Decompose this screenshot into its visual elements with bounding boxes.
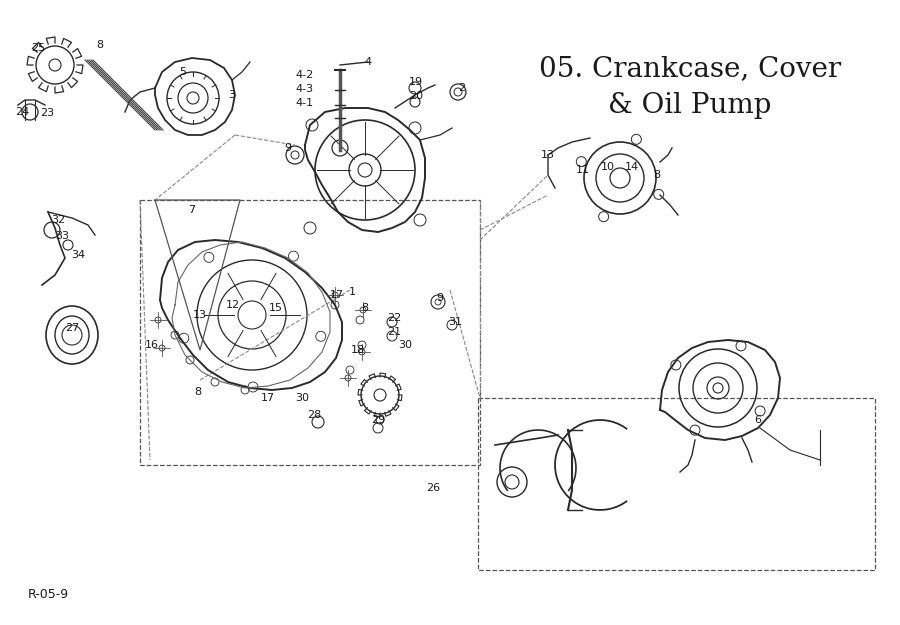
- Text: 25: 25: [31, 43, 45, 53]
- Text: 16: 16: [145, 340, 159, 350]
- Text: 8: 8: [194, 387, 202, 397]
- Text: 22: 22: [387, 313, 401, 323]
- Text: 31: 31: [448, 317, 462, 327]
- Text: 24: 24: [15, 107, 29, 117]
- Text: 30: 30: [398, 340, 412, 350]
- Text: 29: 29: [371, 415, 385, 425]
- Text: 05. Crankcase, Cover: 05. Crankcase, Cover: [539, 55, 842, 82]
- Text: 18: 18: [351, 345, 365, 355]
- Text: 27: 27: [65, 323, 79, 333]
- Text: 4-1: 4-1: [296, 98, 314, 108]
- Text: R-05-9: R-05-9: [28, 589, 69, 601]
- Text: & Oil Pump: & Oil Pump: [608, 92, 771, 119]
- Text: 19: 19: [409, 77, 423, 87]
- Text: 15: 15: [269, 303, 283, 313]
- Text: 28: 28: [307, 410, 321, 420]
- Text: 20: 20: [409, 91, 423, 101]
- Text: 17: 17: [330, 290, 344, 300]
- Text: 14: 14: [625, 162, 639, 172]
- Text: 2: 2: [458, 83, 465, 93]
- Text: 32: 32: [51, 215, 65, 225]
- Text: 1: 1: [348, 287, 356, 297]
- Text: 9: 9: [284, 143, 292, 153]
- Text: 7: 7: [188, 205, 195, 215]
- Text: 4-3: 4-3: [296, 84, 314, 94]
- Text: 34: 34: [71, 250, 86, 260]
- Text: 21: 21: [387, 327, 401, 337]
- Text: 8: 8: [362, 303, 369, 313]
- Text: 26: 26: [426, 483, 440, 493]
- Text: 9: 9: [436, 293, 444, 303]
- Text: 8: 8: [653, 170, 661, 180]
- Text: 3: 3: [229, 90, 236, 100]
- Text: 5: 5: [179, 67, 186, 77]
- Text: 23: 23: [40, 108, 54, 118]
- Text: 4-2: 4-2: [296, 70, 314, 80]
- Text: 12: 12: [226, 300, 240, 310]
- Text: 8: 8: [96, 40, 104, 50]
- Text: 13: 13: [541, 150, 555, 160]
- Text: 30: 30: [295, 393, 309, 403]
- Text: 13: 13: [193, 310, 207, 320]
- Text: 6: 6: [754, 415, 761, 425]
- Text: 11: 11: [576, 165, 590, 175]
- Text: 10: 10: [601, 162, 615, 172]
- Text: 4: 4: [364, 57, 372, 67]
- Text: 17: 17: [261, 393, 275, 403]
- Text: 33: 33: [55, 231, 69, 241]
